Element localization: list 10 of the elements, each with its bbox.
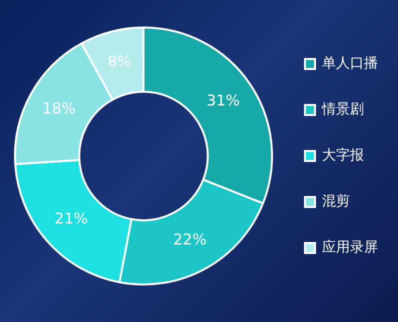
- legend-label: 混剪: [322, 194, 350, 210]
- data-label: 22%: [173, 230, 207, 248]
- data-label: 8%: [108, 52, 132, 71]
- legend-label: 应用录屏: [322, 240, 378, 256]
- legend-label: 单人口播: [322, 56, 378, 72]
- data-label: 21%: [54, 210, 88, 228]
- data-label: 18%: [42, 99, 76, 118]
- legend-label: 情景剧: [321, 102, 364, 118]
- data-label: 31%: [206, 92, 240, 110]
- legend-label: 大字报: [322, 148, 364, 164]
